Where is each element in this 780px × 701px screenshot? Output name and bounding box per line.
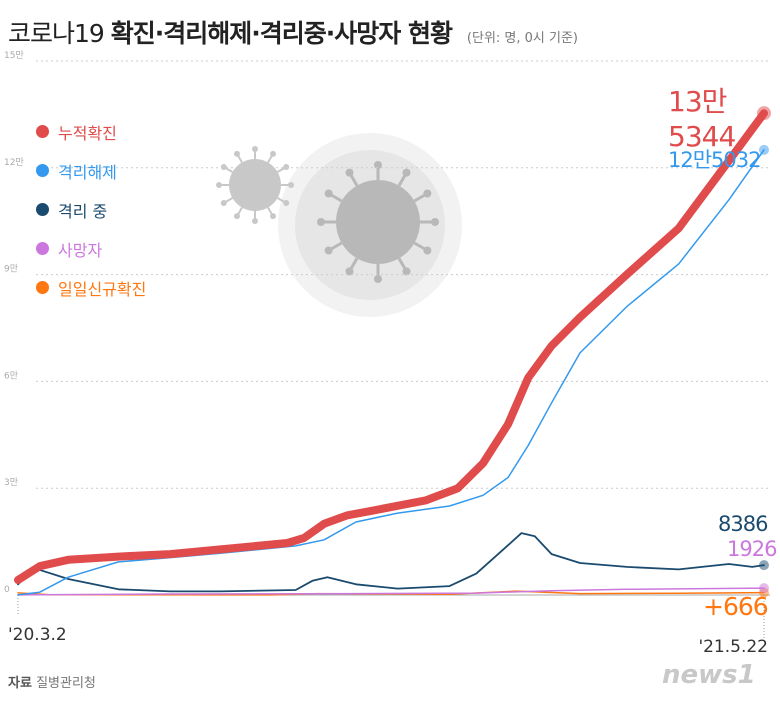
end-value-label: 1926 (727, 537, 777, 561)
legend-item: 사망자 (36, 229, 146, 268)
legend-dot-icon (36, 125, 49, 138)
end-value-label: +666 (703, 592, 769, 621)
series-line-2 (17, 532, 765, 593)
source: 자료 질병관리청 (8, 672, 96, 691)
end-value-label: 12만5032 (668, 148, 761, 172)
source-value: 질병관리청 (36, 676, 96, 691)
news1-logo: news1 (662, 660, 756, 690)
y-tick-label: 0 (4, 585, 10, 595)
y-tick-label: 12만 (4, 157, 24, 168)
end-point-marker (759, 583, 769, 594)
legend-dot-icon (36, 281, 49, 294)
legend-label: 격리해제 (58, 162, 117, 182)
legend-dot-icon (36, 164, 49, 177)
y-tick-label: 9만 (4, 264, 18, 275)
legend-dot-icon (36, 242, 49, 255)
virus-illustration (216, 133, 462, 317)
end-point-marker (759, 560, 769, 571)
legend-item: 격리 중 (36, 190, 146, 229)
title-light: 코로나19 (8, 19, 105, 48)
legend-label: 사망자 (58, 240, 103, 260)
series-line-3 (17, 587, 765, 596)
y-tick-label: 3만 (4, 477, 18, 488)
source-label: 자료 (8, 676, 32, 691)
unit-note: (단위: 명, 0시 기준) (466, 31, 579, 46)
x-tick-label: '21.5.22 (698, 637, 768, 657)
y-tick-label: 15만 (4, 50, 24, 61)
series-line-1 (17, 149, 765, 596)
legend-label: 누적확진 (58, 123, 117, 143)
x-tick-label: '20.3.2 (8, 625, 67, 645)
legend-dot-icon (36, 203, 49, 216)
y-tick-label: 6만 (4, 370, 18, 381)
legend-label: 일일신규확진 (58, 279, 147, 299)
legend-item: 격리해제 (36, 151, 146, 190)
page-title: 코로나19 확진·격리해제·격리중·사망자 현황 (단위: 명, 0시 기준) (8, 14, 578, 50)
end-value-label: 13만5344 (668, 85, 736, 153)
series-line-0 (14, 109, 768, 584)
end-point-marker (759, 144, 769, 155)
end-value-label: 8386 (718, 512, 768, 536)
end-point-marker (757, 106, 771, 121)
legend-label: 격리 중 (58, 201, 108, 221)
legend-item: 누적확진 (36, 112, 146, 151)
title-bold: 확진·격리해제·격리중·사망자 현황 (110, 19, 453, 48)
legend-item: 일일신규확진 (36, 268, 146, 307)
